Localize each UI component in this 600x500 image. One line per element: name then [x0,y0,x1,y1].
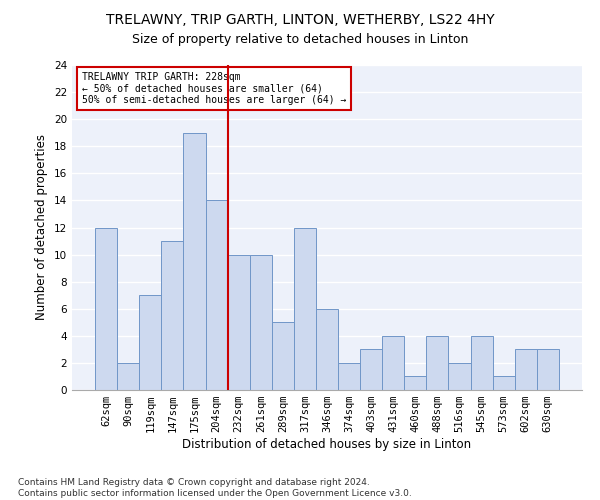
Bar [382,336,404,390]
Bar [117,363,139,390]
Bar [272,322,294,390]
Bar [250,254,272,390]
Bar [161,241,184,390]
Bar [360,350,382,390]
Bar [316,308,338,390]
Text: TRELAWNY TRIP GARTH: 228sqm
← 50% of detached houses are smaller (64)
50% of sem: TRELAWNY TRIP GARTH: 228sqm ← 50% of det… [82,72,347,104]
Bar [206,200,227,390]
Bar [493,376,515,390]
Text: Contains HM Land Registry data © Crown copyright and database right 2024.
Contai: Contains HM Land Registry data © Crown c… [18,478,412,498]
Text: Size of property relative to detached houses in Linton: Size of property relative to detached ho… [132,32,468,46]
Bar [139,295,161,390]
Bar [537,350,559,390]
Bar [427,336,448,390]
Bar [294,228,316,390]
Text: TRELAWNY, TRIP GARTH, LINTON, WETHERBY, LS22 4HY: TRELAWNY, TRIP GARTH, LINTON, WETHERBY, … [106,12,494,26]
Y-axis label: Number of detached properties: Number of detached properties [35,134,49,320]
Bar [470,336,493,390]
Bar [338,363,360,390]
Bar [515,350,537,390]
Bar [404,376,427,390]
Bar [184,132,206,390]
Bar [448,363,470,390]
X-axis label: Distribution of detached houses by size in Linton: Distribution of detached houses by size … [182,438,472,451]
Bar [95,228,117,390]
Bar [227,254,250,390]
